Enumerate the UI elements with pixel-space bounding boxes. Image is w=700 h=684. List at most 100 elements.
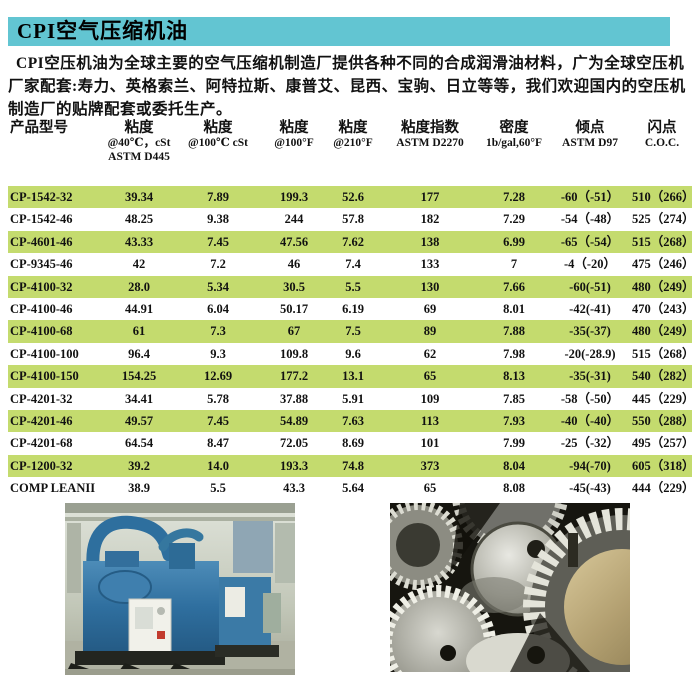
value-cell: 7.62 <box>342 234 364 249</box>
value-cell: 445（229） <box>632 391 695 406</box>
table-row: CP-4100-68 61 7.3 67 7.5 89 7.88 -35(-37) 480（24… <box>8 320 695 343</box>
value-cell: 46 <box>287 257 301 272</box>
table-row: CP-4100-150 154.25 12.69 177.2 13.1 65 8.13 -35… <box>8 365 695 388</box>
table-body: CP-1542-32 39.34 7.89 199.3 52.6 177 7.28 -60（-… <box>8 186 695 500</box>
table-row: CP-4201-46 49.57 7.45 54.89 7.63 113 7.93 -40（-… <box>8 410 695 433</box>
column-header-5: 粘度指数 ASTM D2270 <box>380 120 480 186</box>
value-cell: 510（266） <box>632 190 695 204</box>
value-cell: 5.64 <box>342 481 364 496</box>
column-header-3: 粘度 @100°F <box>262 120 326 186</box>
value-cell: 130 <box>420 279 440 294</box>
value-cell: 9.6 <box>345 346 361 361</box>
value-cell: 7 <box>510 257 518 272</box>
product-model-cell: CP-4100-46 <box>10 302 73 317</box>
value-cell: 61 <box>132 324 146 339</box>
value-cell: 5.34 <box>207 279 229 294</box>
value-cell: 475（246） <box>632 257 695 272</box>
value-cell: 39.2 <box>128 458 150 473</box>
column-label: 粘度 <box>124 120 154 136</box>
product-model-cell: CP-4601-46 <box>10 234 73 249</box>
table-row: CP-4100-46 44.91 6.04 50.17 6.19 69 8.01 -42(-4… <box>8 298 695 320</box>
column-sublabel: 1b/gal,60°F <box>485 137 543 149</box>
value-cell: 44.91 <box>124 302 154 317</box>
value-cell: -65（-54） <box>560 234 620 249</box>
value-cell: 6.99 <box>503 234 525 249</box>
table-row: CP-1542-32 39.34 7.89 199.3 52.6 177 7.28 -60（-… <box>8 186 695 209</box>
value-cell: 64.54 <box>124 436 154 451</box>
table-row: CP-4201-32 34.41 5.78 37.88 5.91 109 7.85 -58（-… <box>8 388 695 410</box>
column-header-6: 密度 1b/gal,60°F <box>480 120 548 186</box>
column-header-1: 粘度 @40℃，cSt ASTM D445 <box>104 120 174 186</box>
table-row: CP-4100-32 28.0 5.34 30.5 5.5 130 7.66 -60(-51)… <box>8 275 695 299</box>
value-cell: -42(-41) <box>569 302 611 317</box>
value-cell: 30.5 <box>283 279 305 294</box>
page-title: CPI空气压缩机油 <box>8 17 670 46</box>
photo-strip <box>0 503 700 678</box>
column-sublabel: C.O.C. <box>644 137 680 149</box>
value-cell: 65 <box>423 481 437 496</box>
value-cell: 5.5 <box>345 279 361 294</box>
table-row: CP-9345-46 42 7.2 46 7.4 133 7 -4（-20） 475（246） <box>8 253 695 275</box>
value-cell: 8.08 <box>503 481 525 496</box>
value-cell: 50.17 <box>279 302 309 317</box>
product-model-cell: CP-4100-32 <box>10 279 73 294</box>
value-cell: 605（318） <box>632 458 695 473</box>
product-model-cell: CP-4100-150 <box>10 369 79 384</box>
value-cell: 5.5 <box>210 481 226 496</box>
column-label: 粘度指数 <box>401 120 459 136</box>
value-cell: 34.41 <box>124 391 154 406</box>
value-cell: 52.6 <box>342 190 364 204</box>
intro-paragraph: CPI空压机油为全球主要的空气压缩机制造厂提供各种不同的合成润滑油材料，广为全球… <box>8 55 686 118</box>
column-label: 粘度 <box>203 120 233 136</box>
value-cell: 7.28 <box>503 190 525 204</box>
column-header-2: 粘度 @100℃ cSt <box>174 120 262 186</box>
value-cell: 138 <box>420 234 440 249</box>
value-cell: -4（-20） <box>563 257 617 272</box>
value-cell: 7.5 <box>345 324 361 339</box>
value-cell: 177.2 <box>279 369 309 384</box>
column-sublabel: ASTM D97 <box>562 137 618 149</box>
column-sublabel: @100°F <box>274 137 314 149</box>
value-cell: 5.78 <box>207 391 229 406</box>
product-model-cell: CP-4201-68 <box>10 436 73 451</box>
value-cell: 6.19 <box>342 302 364 317</box>
oil-spec-table: 产品型号 粘度 @40℃，cSt ASTM D445 粘度 @100℃ cSt 粘度 @1… <box>8 120 695 500</box>
column-sublabel: @40℃，cSt <box>107 137 171 149</box>
value-cell: 109.8 <box>279 346 309 361</box>
table-row: CP-1542-46 48.25 9.38 244 57.8 182 7.29 -54（-48… <box>8 208 695 230</box>
value-cell: -60（-51） <box>560 190 620 204</box>
value-cell: -94(-70) <box>569 458 611 473</box>
product-model-cell: CP-4100-100 <box>10 346 79 361</box>
value-cell: 7.3 <box>210 324 226 339</box>
value-cell: 96.4 <box>128 346 150 361</box>
value-cell: 9.3 <box>210 346 226 361</box>
value-cell: 480（249） <box>632 324 695 339</box>
value-cell: 7.45 <box>207 414 229 429</box>
value-cell: 177 <box>420 190 440 204</box>
value-cell: 7.93 <box>503 414 525 429</box>
value-cell: 8.47 <box>207 436 229 451</box>
value-cell: 28.0 <box>128 279 150 294</box>
value-cell: 199.3 <box>279 190 309 204</box>
value-cell: -45(-43) <box>569 481 611 496</box>
value-cell: 7.45 <box>207 234 229 249</box>
column-header-7: 倾点 ASTM D97 <box>548 120 632 186</box>
value-cell: 444（229） <box>632 481 695 496</box>
value-cell: 7.98 <box>503 346 525 361</box>
value-cell: 47.56 <box>279 234 309 249</box>
value-cell: 7.63 <box>342 414 364 429</box>
value-cell: 8.13 <box>503 369 525 384</box>
column-header-4: 粘度 @210°F <box>326 120 380 186</box>
value-cell: 495（257） <box>632 436 695 451</box>
gears-photo <box>390 503 630 672</box>
value-cell: 37.88 <box>279 391 309 406</box>
product-model-cell: CP-1542-46 <box>10 212 73 227</box>
value-cell: 38.9 <box>128 481 150 496</box>
value-cell: 67 <box>287 324 301 339</box>
value-cell: 48.25 <box>124 212 154 227</box>
value-cell: 74.8 <box>342 458 364 473</box>
column-label: 倾点 <box>575 120 605 136</box>
product-model-cell: COMP LEANII <box>10 481 96 496</box>
column-label: 密度 <box>499 120 529 136</box>
